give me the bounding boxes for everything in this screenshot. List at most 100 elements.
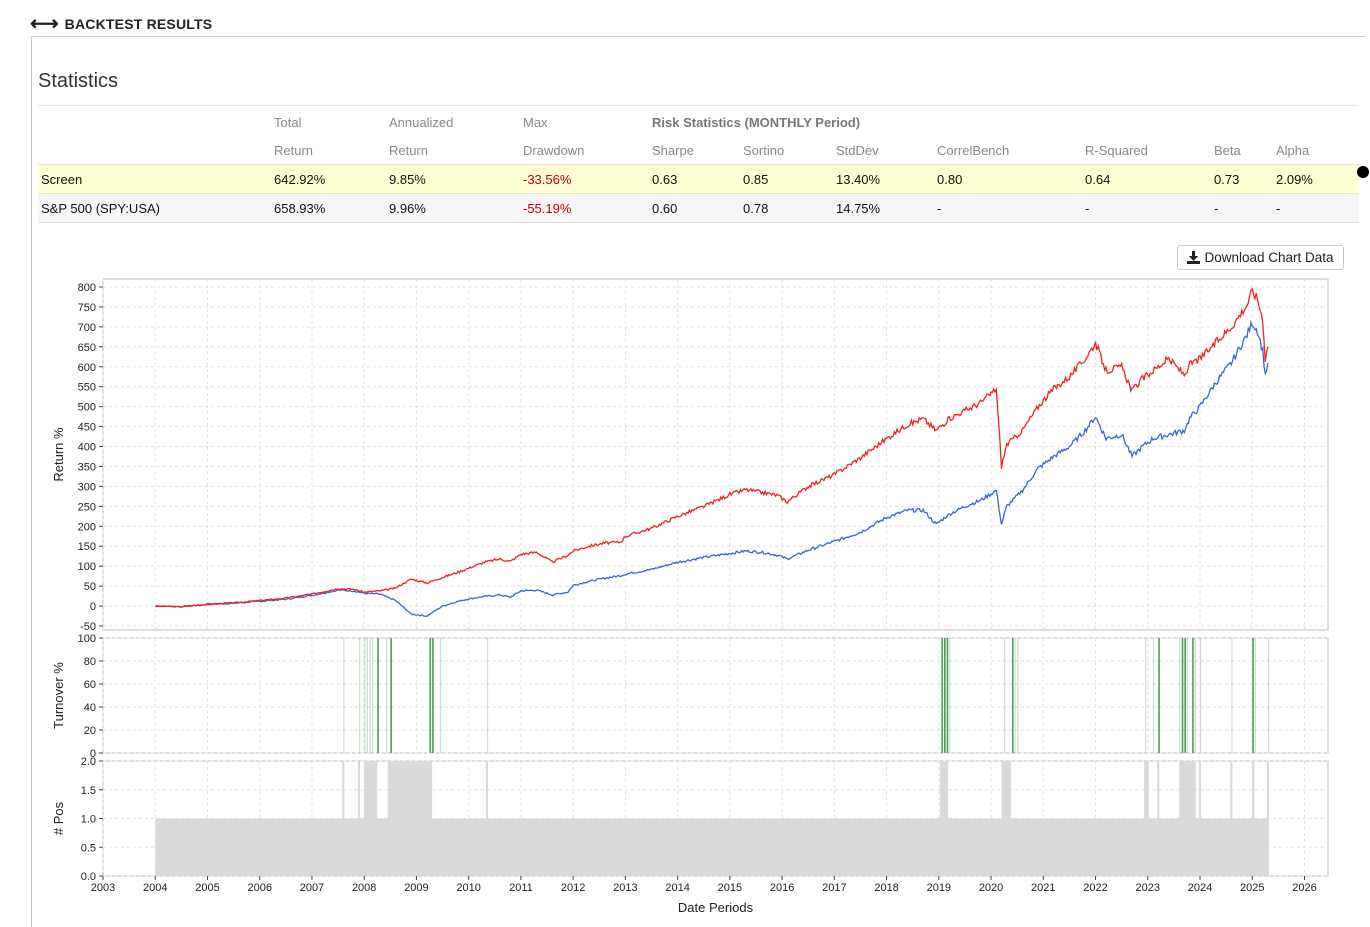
y-tick-label: 750 <box>78 302 96 314</box>
y-axis-label: # Pos <box>51 801 66 835</box>
turnover-panel-frame <box>102 637 1329 754</box>
cell-annualized-return: 9.85% <box>386 164 520 194</box>
x-tick-label: 2017 <box>822 882 846 894</box>
table-header-bottom: Return Return Drawdown Sharpe Sortino St… <box>38 136 1359 165</box>
col-header-max: Max <box>523 114 548 130</box>
y-tick-label: -50 <box>80 621 96 633</box>
turnover-bar <box>1252 638 1254 753</box>
turnover-bar <box>1267 638 1270 753</box>
x-tick-label: 2015 <box>718 882 742 894</box>
positions-bar <box>364 761 378 819</box>
turnover-bar <box>1145 638 1147 753</box>
y-axis-label: Return % <box>51 427 66 482</box>
results-panel <box>31 36 1366 927</box>
cell-total-return: 642.92% <box>271 164 386 194</box>
row-name: S&P 500 (SPY:USA) <box>38 193 271 223</box>
cell-sortino: 0.85 <box>740 164 833 194</box>
indicator-dot <box>1357 166 1369 178</box>
col-header-stddev: StdDev <box>836 142 879 158</box>
cell-rsquared: 0.64 <box>1082 164 1211 194</box>
turnover-bar <box>429 638 432 753</box>
y-tick-label: 80 <box>84 656 96 668</box>
positions-bar <box>1001 761 1011 819</box>
y-tick-label: 300 <box>78 481 96 493</box>
cell-rsquared: - <box>1082 193 1211 223</box>
turnover-bar <box>1200 638 1202 753</box>
turnover-bar <box>386 638 388 753</box>
y-tick-label: 20 <box>84 725 96 737</box>
turnover-bar <box>1014 638 1016 753</box>
cell-sharpe: 0.60 <box>649 193 740 223</box>
x-tick-label: 2008 <box>352 882 376 894</box>
double-arrow-icon[interactable]: ⟷ <box>30 13 59 35</box>
positions-bar <box>342 761 345 819</box>
cell-stddev: 13.40% <box>833 164 934 194</box>
backtest-header[interactable]: ⟷ BACKTEST RESULTS <box>30 14 212 34</box>
y-tick-label: 0.5 <box>81 842 96 854</box>
x-tick-label: 2004 <box>143 882 167 894</box>
turnover-bar <box>1153 638 1155 753</box>
col-header-drawdown: Drawdown <box>523 142 585 158</box>
turnover-bar <box>1017 638 1019 753</box>
y-tick-label: 250 <box>78 501 96 513</box>
cell-correlbench: 0.80 <box>934 164 1082 194</box>
screen-line <box>155 287 1269 608</box>
positions-bar <box>1230 761 1233 819</box>
positions-bar <box>1198 761 1202 819</box>
x-tick-label: 2006 <box>247 882 271 894</box>
x-tick-label: 2005 <box>195 882 219 894</box>
y-tick-label: 1.5 <box>81 785 96 797</box>
turnover-bar <box>439 638 442 753</box>
y-tick-label: 550 <box>78 382 96 394</box>
turnover-bar <box>941 638 944 753</box>
turnover-bar <box>1186 638 1189 753</box>
x-tick-label: 2022 <box>1083 882 1107 894</box>
y-tick-label: 500 <box>78 402 96 414</box>
x-tick-label: 2025 <box>1240 882 1264 894</box>
turnover-bar <box>1254 638 1257 753</box>
turnover-bar <box>944 638 946 753</box>
y-tick-label: 2.0 <box>81 756 96 768</box>
x-tick-label: 2010 <box>456 882 480 894</box>
table-row[interactable]: Screen 642.92% 9.85% -33.56% 0.63 0.85 1… <box>38 164 1359 194</box>
positions-bar <box>485 761 488 819</box>
statistics-divider <box>38 105 1358 106</box>
y-tick-label: 200 <box>78 521 96 533</box>
statistics-table: Total Annualized Max Risk Statistics (MO… <box>38 108 1359 223</box>
y-tick-label: 100 <box>78 561 96 573</box>
positions-bar <box>1266 761 1269 819</box>
cell-alpha: 2.09% <box>1273 164 1359 194</box>
backtest-title: BACKTEST RESULTS <box>64 16 213 32</box>
download-chart-data-button[interactable]: Download Chart Data <box>1177 245 1344 270</box>
y-tick-label: 50 <box>84 581 96 593</box>
positions-base-area <box>155 818 1269 876</box>
x-tick-label: 2023 <box>1136 882 1160 894</box>
positions-bar <box>1144 761 1149 819</box>
col-header-annualized: Annualized <box>389 114 454 130</box>
x-tick-label: 2014 <box>665 882 689 894</box>
table-row[interactable]: S&P 500 (SPY:USA) 658.93% 9.96% -55.19% … <box>38 193 1359 223</box>
table-header-top: Total Annualized Max Risk Statistics (MO… <box>38 108 1359 136</box>
cell-sharpe: 0.63 <box>649 164 740 194</box>
turnover-bar <box>486 638 489 753</box>
turnover-bar <box>377 638 379 753</box>
col-header-return-2: Return <box>389 142 429 158</box>
x-tick-label: 2018 <box>874 882 898 894</box>
x-tick-label: 2013 <box>613 882 637 894</box>
y-tick-label: 100 <box>78 633 96 645</box>
cell-max-drawdown: -33.56% <box>520 164 649 194</box>
x-tick-label: 2009 <box>404 882 428 894</box>
col-header-sharpe: Sharpe <box>652 142 694 158</box>
positions-bar <box>1252 761 1255 819</box>
x-tick-label: 2020 <box>979 882 1003 894</box>
positions-bar <box>357 761 361 819</box>
download-label: Download Chart Data <box>1204 250 1334 265</box>
y-tick-label: 0 <box>90 601 96 613</box>
cell-alpha: - <box>1273 193 1359 223</box>
x-tick-label: 2007 <box>300 882 324 894</box>
turnover-bar <box>1184 638 1186 753</box>
x-tick-label: 2019 <box>927 882 951 894</box>
y-tick-label: 0.0 <box>81 871 96 883</box>
cell-stddev: 14.75% <box>833 193 934 223</box>
cell-correlbench: - <box>934 193 1082 223</box>
